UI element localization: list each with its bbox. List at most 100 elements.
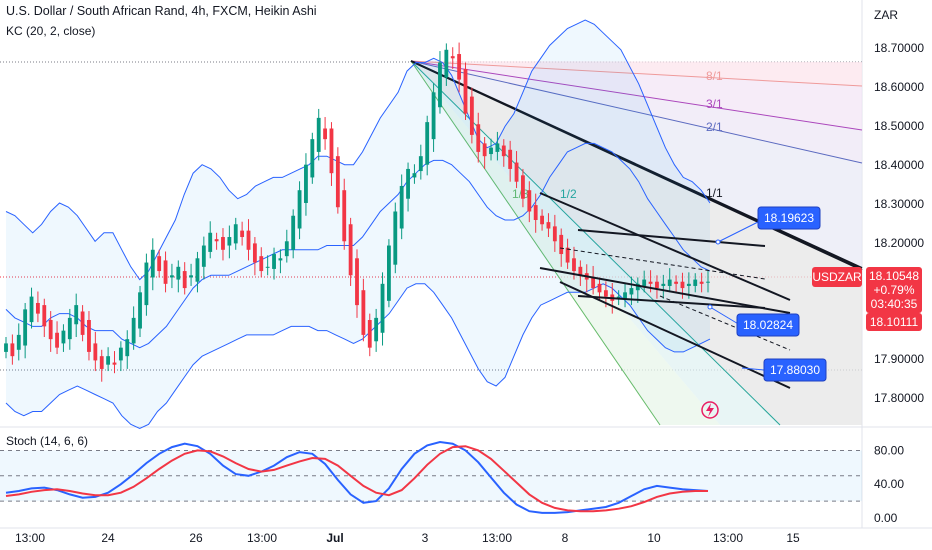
- candle-body: [4, 343, 8, 352]
- kc-upper-line: [5, 19, 711, 281]
- candle-body: [559, 234, 564, 255]
- candle-body: [214, 239, 219, 242]
- candle-body: [374, 317, 379, 342]
- indicator-legend[interactable]: KC (20, 2, close): [6, 24, 96, 38]
- candle-body: [463, 68, 468, 114]
- candle-body: [425, 122, 430, 165]
- time-tick-label: 26: [189, 531, 203, 545]
- candle-body: [629, 288, 634, 295]
- lightning-icon: [701, 401, 719, 419]
- price-tick-label: 18.40000: [874, 158, 924, 172]
- candle-body: [521, 175, 525, 199]
- candle-body: [201, 245, 206, 267]
- candle-body: [16, 334, 21, 350]
- stoch-tick-label: 80.00: [874, 443, 904, 457]
- candle-body: [252, 243, 257, 263]
- fan-label: 3/1: [706, 97, 723, 111]
- candle-body: [208, 232, 213, 252]
- time-tick-label: 13:00: [482, 531, 512, 545]
- candle-body: [642, 279, 647, 286]
- lightning-icon: [706, 403, 714, 417]
- candle-body: [603, 290, 608, 297]
- stoch-tick-label: 0.00: [874, 511, 898, 525]
- candle-body: [67, 317, 72, 340]
- fan-label: 8/1: [706, 69, 723, 83]
- candle-body: [693, 279, 698, 286]
- candle-body: [501, 145, 506, 157]
- trend-line-support: [559, 281, 791, 389]
- candle-body: [489, 147, 493, 155]
- candle-body: [176, 266, 181, 280]
- candle-body: [157, 256, 162, 272]
- candle-body: [118, 347, 123, 361]
- candle-body: [259, 256, 264, 272]
- candle-body: [386, 245, 391, 301]
- candle-body: [635, 283, 640, 291]
- candle-body: [323, 128, 328, 140]
- callout-value: 17.88030: [770, 363, 820, 377]
- candle-body: [469, 96, 474, 135]
- candle-body: [138, 292, 142, 329]
- candle-body: [131, 317, 136, 344]
- time-tick-label: 13:00: [713, 531, 743, 545]
- fan-line-2-1: [410, 60, 863, 164]
- candle-body: [93, 343, 98, 361]
- candle-body: [450, 56, 455, 59]
- candle-body: [163, 260, 168, 284]
- price-tag: 18.10548 +0.79% 03:40:35: [866, 267, 922, 313]
- candle-body: [240, 230, 245, 238]
- price-tick-label: 18.50000: [874, 119, 924, 133]
- candle-body: [348, 224, 353, 276]
- candle-body: [265, 266, 270, 268]
- time-tick-label: Jul: [326, 531, 343, 545]
- candle-body: [380, 283, 385, 333]
- candle-body: [195, 258, 200, 282]
- candle-body: [508, 149, 513, 169]
- candle-body: [399, 185, 404, 229]
- candle-body: [578, 266, 583, 276]
- stoch-legend[interactable]: Stoch (14, 6, 6): [6, 434, 89, 448]
- fan-line-1-3: [410, 60, 661, 426]
- currency-label[interactable]: ZAR: [874, 8, 898, 22]
- candle-body: [233, 224, 238, 244]
- trend-line-upper: [539, 192, 791, 301]
- stoch-line-d: [5, 445, 708, 513]
- candle-body: [597, 283, 602, 293]
- candle-body: [125, 339, 130, 357]
- price-tick-label: 17.90000: [874, 352, 924, 366]
- fan-label: 2/1: [706, 120, 723, 134]
- candle-body: [291, 215, 296, 250]
- candle-body: [284, 241, 289, 257]
- kc-band-fill: [6, 20, 710, 429]
- price-tick-label: 18.60000: [874, 80, 924, 94]
- candle-body: [457, 54, 462, 80]
- price-change: +0.79%: [873, 283, 915, 297]
- range-line-top: [577, 229, 766, 247]
- candle-body: [406, 168, 410, 199]
- candle-body: [227, 237, 232, 246]
- candle-body: [533, 205, 538, 220]
- time-tick-label: 8: [562, 531, 569, 545]
- trend-line-lower: [539, 267, 791, 314]
- candle-body: [48, 320, 53, 340]
- candle-body: [591, 277, 596, 289]
- callout-value: 18.02824: [743, 318, 793, 332]
- candle-body: [418, 156, 423, 172]
- candle-body: [170, 275, 174, 278]
- candle-body: [10, 343, 15, 357]
- candle-body: [648, 281, 653, 284]
- candle-body: [623, 292, 627, 299]
- candle-body: [272, 254, 276, 269]
- candle-body: [361, 290, 366, 335]
- callout-connector: [709, 306, 741, 326]
- callout-connector: [741, 367, 765, 371]
- candle-body: [99, 356, 104, 369]
- candle-body: [438, 62, 442, 108]
- candle-body: [316, 117, 321, 152]
- candle-body: [540, 215, 544, 225]
- sub-price-tag: 18.10111: [866, 313, 922, 331]
- fan-line-1-1-main: [410, 60, 863, 271]
- candle-body: [221, 237, 225, 250]
